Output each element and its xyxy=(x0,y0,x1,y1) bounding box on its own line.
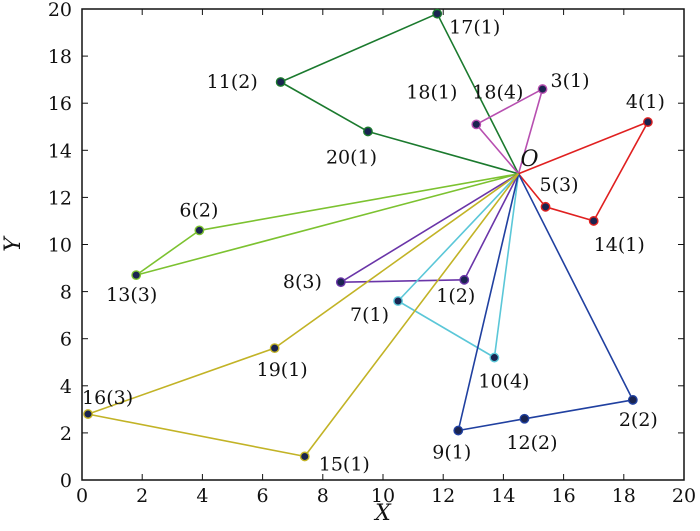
point-label: 16(3) xyxy=(82,387,133,409)
customer-point xyxy=(393,296,403,306)
y-tick-label: 16 xyxy=(48,93,72,115)
customer-point xyxy=(275,77,286,87)
x-tick-label: 8 xyxy=(317,485,329,507)
y-tick-label: 18 xyxy=(48,46,72,68)
customer-point xyxy=(540,201,551,212)
point-label: 9(1) xyxy=(432,442,471,464)
point-label: 19(1) xyxy=(257,359,308,381)
x-tick-label: 12 xyxy=(431,485,455,507)
customer-point xyxy=(459,274,470,285)
points-layer xyxy=(83,8,653,462)
x-tick-label: 16 xyxy=(552,485,576,507)
y-tick-label: 8 xyxy=(60,282,72,304)
point-label: 4(1) xyxy=(626,91,665,113)
customer-point xyxy=(642,117,653,127)
point-label: 1(2) xyxy=(436,285,475,307)
customer-point xyxy=(588,216,599,226)
point-label: 5(3) xyxy=(540,174,579,196)
point-label: 20(1) xyxy=(326,146,377,168)
point-label: 2(2) xyxy=(619,409,658,431)
customer-point xyxy=(519,413,530,424)
point-label: 8(3) xyxy=(283,271,322,293)
customer-point xyxy=(489,352,500,363)
y-tick-label: 4 xyxy=(60,376,72,398)
point-label: 18(4) xyxy=(472,81,523,103)
y-axis-label: Y xyxy=(1,235,26,252)
point-label-extra: 18(1) xyxy=(406,81,457,103)
y-tick-label: 6 xyxy=(60,329,72,351)
route-line xyxy=(340,173,520,284)
point-label: 3(1) xyxy=(551,70,590,92)
customer-point xyxy=(335,277,346,288)
labels-layer: 1(2) 2(2) 3(1) 4(1) 5(3) 6(2) 7(1) 8(3) 9(1) 10(4… xyxy=(82,17,665,476)
point-label: 14(1) xyxy=(594,234,645,256)
x-axis-label: X xyxy=(373,501,392,526)
y-tick-label: 12 xyxy=(48,187,72,209)
x-tick-label: 18 xyxy=(612,485,636,507)
customer-point xyxy=(432,8,443,19)
origin-label: O xyxy=(520,147,538,172)
x-tick-label: 6 xyxy=(257,485,269,507)
y-tick-label: 20 xyxy=(48,0,72,21)
y-tick-label: 2 xyxy=(60,423,72,445)
x-tick-label: 2 xyxy=(136,485,148,507)
customer-point xyxy=(131,270,142,281)
point-label: 12(2) xyxy=(506,432,557,454)
point-label: 15(1) xyxy=(319,453,370,475)
ticks-layer: 0 2 4 6 8 10 12 14 16 18 20 0 2 4 6 8 10 12 14 16 18 20 xyxy=(48,0,696,507)
point-label: 10(4) xyxy=(478,371,529,393)
point-label: 6(2) xyxy=(179,199,218,221)
customer-point xyxy=(83,409,93,419)
point-label: 13(3) xyxy=(106,284,157,306)
x-tick-label: 10 xyxy=(371,485,395,507)
y-tick-label: 14 xyxy=(48,140,72,162)
y-tick-label: 10 xyxy=(48,235,72,257)
route-line xyxy=(87,173,520,458)
x-tick-label: 14 xyxy=(491,485,515,507)
customer-point xyxy=(299,451,310,462)
customer-point xyxy=(269,343,280,354)
x-tick-label: 20 xyxy=(672,485,696,507)
customer-point xyxy=(194,225,205,236)
route-line xyxy=(397,173,520,359)
point-label: 17(1) xyxy=(449,17,500,39)
customer-point xyxy=(363,126,373,137)
route-line xyxy=(475,88,544,175)
point-label: 7(1) xyxy=(350,304,389,326)
customer-point xyxy=(453,425,464,436)
route-line xyxy=(135,173,519,276)
customer-point xyxy=(627,395,638,405)
customer-point xyxy=(537,84,548,94)
x-tick-label: 4 xyxy=(196,485,208,507)
point-label: 11(2) xyxy=(207,71,258,93)
x-tick-label: 0 xyxy=(76,485,88,507)
y-tick-label: 0 xyxy=(60,470,72,492)
customer-point xyxy=(471,119,482,130)
